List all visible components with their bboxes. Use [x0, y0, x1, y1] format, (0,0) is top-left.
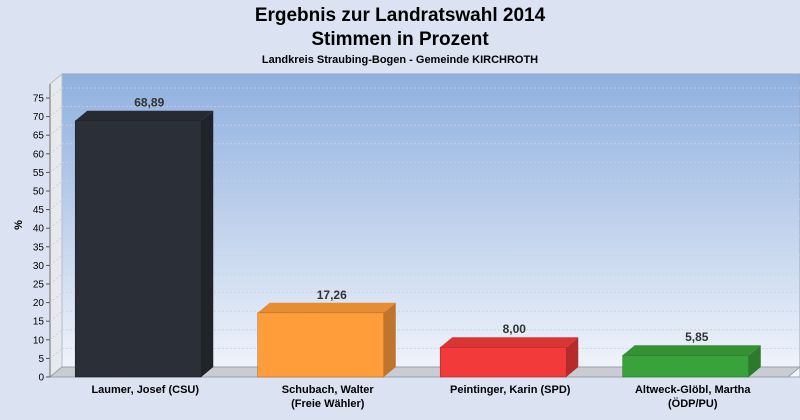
gridline-side [49, 124, 63, 136]
gridline-side [49, 236, 63, 248]
y-tick-label: 75 [33, 94, 45, 105]
gridline-side [49, 143, 63, 155]
bar-top [75, 110, 214, 121]
gridline-side [49, 180, 63, 192]
chart-title: Ergebnis zur Landratswahl 2014 [254, 5, 546, 26]
bar-side [748, 345, 761, 377]
x-category-label: Schubach, Walter [282, 384, 375, 396]
y-tick-label: 30 [33, 261, 45, 272]
gridline-side [49, 199, 63, 210]
bar [74, 120, 202, 378]
y-tick-label: 65 [33, 131, 45, 142]
x-category-label: (ÖDP/PU) [668, 397, 718, 410]
y-axis-label: % [13, 220, 25, 230]
chart-title-line2: Stimmen in Prozent [311, 29, 489, 50]
data-label: 68,89 [134, 96, 164, 110]
bar [439, 346, 567, 378]
y-tick-label: 45 [33, 205, 45, 216]
bar-side [383, 302, 396, 377]
y-tick-label: 0 [38, 373, 44, 384]
gridline-side [49, 310, 63, 322]
bar-top [440, 337, 579, 348]
bar-top [622, 345, 761, 356]
y-tick-label: 35 [33, 242, 45, 253]
data-label: 17,26 [317, 288, 347, 302]
y-tick-label: 20 [33, 298, 45, 309]
gridline-side [49, 292, 63, 303]
chart-header: Ergebnis zur Landratswahl 2014 Stimmen i… [0, 4, 800, 66]
y-tick-label: 55 [33, 168, 45, 179]
data-label: 5,85 [685, 330, 709, 344]
x-category-label: (Freie Wähler) [291, 398, 365, 410]
bar [257, 312, 385, 378]
chart-subtitle: Landkreis Straubing-Bogen - Gemeinde KIR… [261, 54, 539, 66]
bar-side [201, 110, 214, 378]
y-tick-label: 60 [33, 149, 45, 160]
bar [622, 354, 750, 378]
gridline-side [49, 273, 63, 285]
y-tick-label: 50 [33, 187, 45, 198]
x-category-label: Peintinger, Karin (SPD) [450, 384, 571, 396]
x-category-label: Laumer, Josef (CSU) [91, 384, 199, 396]
gridline-side [49, 106, 63, 117]
y-tick-label: 40 [33, 224, 45, 235]
gridline-side [49, 329, 63, 341]
y-tick-label: 5 [38, 354, 44, 365]
x-category-label: Altweck-Glöbl, Martha [635, 384, 751, 396]
y-tick-label: 10 [33, 335, 45, 346]
data-label: 8,00 [503, 322, 527, 336]
gridline-side [49, 87, 63, 99]
gridline-side [49, 217, 63, 229]
y-tick-label: 15 [33, 317, 45, 328]
y-tick-label: 70 [33, 112, 45, 123]
bar-side [566, 337, 579, 377]
gridline-side [49, 255, 63, 266]
bar-top [257, 302, 396, 313]
y-tick-label: 25 [33, 280, 45, 291]
gridline-side [49, 162, 63, 173]
gridline-side [49, 348, 63, 359]
